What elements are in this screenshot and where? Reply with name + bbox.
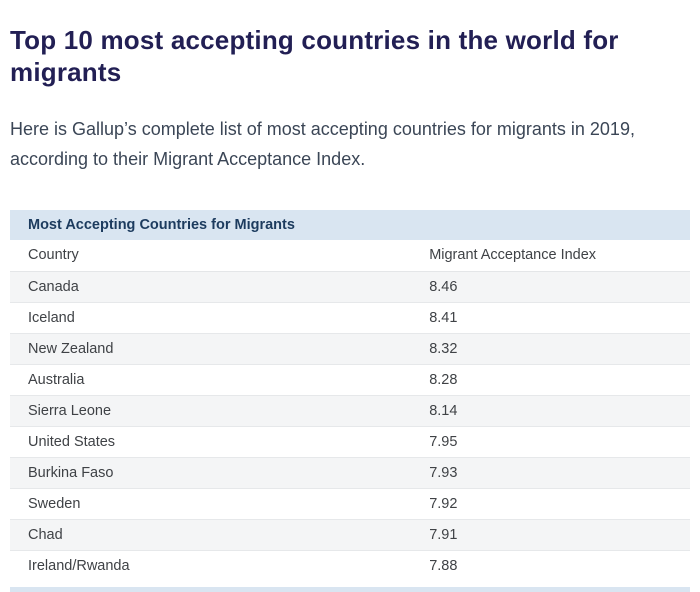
country-cell: Sweden [10, 488, 412, 519]
index-value-cell: 7.88 [411, 550, 690, 581]
index-value-cell: 8.41 [411, 302, 690, 333]
country-cell: Burkina Faso [10, 457, 412, 488]
country-cell: Canada [10, 271, 412, 302]
index-value-cell: 8.46 [411, 271, 690, 302]
table-row: Australia 8.28 [10, 364, 690, 395]
table-row: United States 7.95 [10, 426, 690, 457]
page-title: Top 10 most accepting countries in the w… [10, 25, 619, 87]
table-row: Iceland 8.41 [10, 302, 690, 333]
migrant-acceptance-table: Country Migrant Acceptance Index Canada 8… [10, 240, 690, 581]
table-header-row: Country Migrant Acceptance Index [10, 240, 690, 272]
index-value-cell: 8.14 [411, 395, 690, 426]
country-cell: United States [10, 426, 412, 457]
column-header-index: Migrant Acceptance Index [411, 240, 690, 272]
table-row: Ireland/Rwanda 7.88 [10, 550, 690, 581]
table-row: Burkina Faso 7.93 [10, 457, 690, 488]
table-row: Sweden 7.92 [10, 488, 690, 519]
table-row: New Zealand 8.32 [10, 333, 690, 364]
table-row: Canada 8.46 [10, 271, 690, 302]
country-cell: Australia [10, 364, 412, 395]
country-cell: Iceland [10, 302, 412, 333]
next-section-divider [10, 587, 690, 592]
table-caption: Most Accepting Countries for Migrants [10, 210, 690, 240]
country-cell: New Zealand [10, 333, 412, 364]
index-value-cell: 8.28 [411, 364, 690, 395]
column-header-country: Country [10, 240, 412, 272]
index-value-cell: 7.93 [411, 457, 690, 488]
index-value-cell: 7.91 [411, 519, 690, 550]
table-row: Sierra Leone 8.14 [10, 395, 690, 426]
intro-text: Here is Gallup’s complete list of most a… [10, 119, 635, 169]
table-row: Chad 7.91 [10, 519, 690, 550]
country-cell: Chad [10, 519, 412, 550]
index-value-cell: 8.32 [411, 333, 690, 364]
migrant-table-section: Most Accepting Countries for Migrants Co… [10, 210, 690, 592]
country-cell: Sierra Leone [10, 395, 412, 426]
index-value-cell: 7.95 [411, 426, 690, 457]
country-cell: Ireland/Rwanda [10, 550, 412, 581]
index-value-cell: 7.92 [411, 488, 690, 519]
